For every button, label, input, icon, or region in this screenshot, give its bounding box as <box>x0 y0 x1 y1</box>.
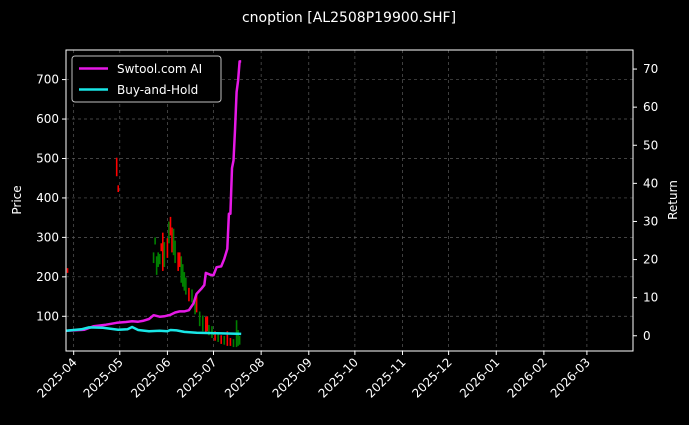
legend-label-buyhold: Buy-and-Hold <box>117 83 198 97</box>
y-axis-label: Price <box>10 185 24 214</box>
y2-tick-label: 50 <box>643 138 658 152</box>
y2-tick-label: 70 <box>643 62 658 76</box>
y-tick-label: 600 <box>36 112 59 126</box>
legend-label-ai: Swtool.com AI <box>117 62 202 76</box>
y2-tick-label: 60 <box>643 100 658 114</box>
y2-tick-label: 10 <box>643 291 658 305</box>
legend-box <box>71 55 222 103</box>
chart-title: cnoption [AL2508P19900.SHF] <box>242 10 456 26</box>
y-tick-label: 700 <box>36 73 59 87</box>
return-series <box>65 60 242 336</box>
y2-tick-label: 20 <box>643 253 658 267</box>
y2-axis-label: Return <box>666 180 680 220</box>
y2-tick-label: 0 <box>643 329 651 343</box>
y-tick-label: 400 <box>36 191 59 205</box>
legend: Swtool.com AI Buy-and-Hold <box>71 55 222 103</box>
y2-tick-label: 30 <box>643 214 658 228</box>
y2-tick-label: 40 <box>643 176 658 190</box>
y-tick-label: 100 <box>36 309 59 323</box>
plot-frame <box>65 49 634 352</box>
y-tick-label: 200 <box>36 270 59 284</box>
series-line-ai <box>65 60 242 333</box>
y-tick-label: 300 <box>36 230 59 244</box>
series-line-buyhold <box>65 325 242 336</box>
y-tick-label: 500 <box>36 151 59 165</box>
